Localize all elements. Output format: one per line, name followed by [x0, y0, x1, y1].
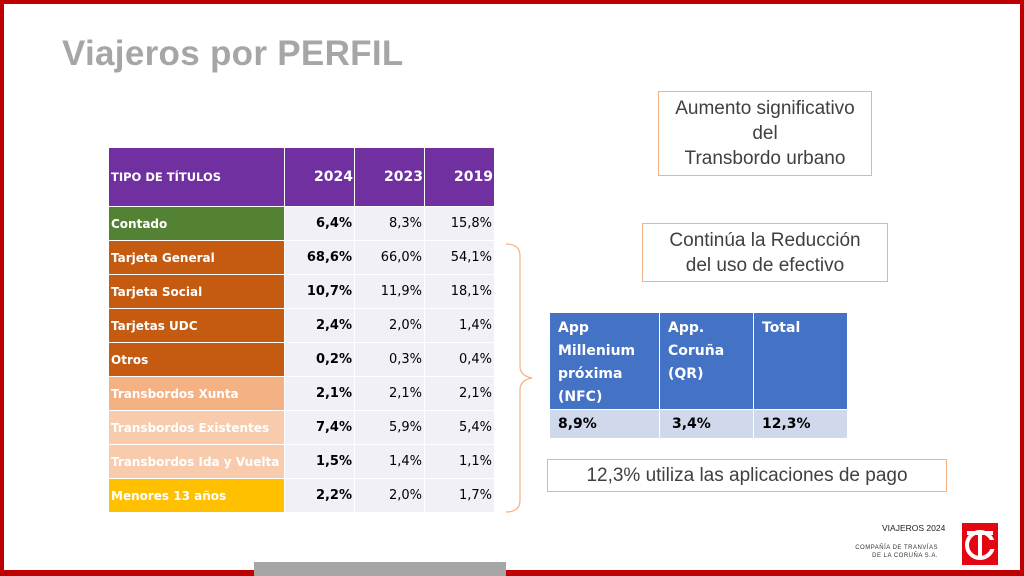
- callout-transbordo-line-3: Transbordo urbano: [684, 148, 846, 169]
- cell-v2023: 2,0%: [354, 308, 425, 343]
- cell-v2019: 1,7%: [424, 478, 495, 513]
- table-row: Tarjetas UDC 2,4% 2,0% 1,4%: [108, 308, 495, 343]
- app-header-coruna-l1: App.: [668, 320, 705, 336]
- profile-table: TIPO DE TÍTULOS 2024 2023 2019 Contado 6,…: [108, 147, 495, 513]
- cell-v2023: 0,3%: [354, 342, 425, 377]
- cell-v2019: 0,4%: [424, 342, 495, 377]
- app-header-row: App Millenium próxima (NFC) App. Coruña …: [549, 312, 848, 410]
- table-row: Contado 6,4% 8,3% 15,8%: [108, 206, 495, 241]
- cell-v2019: 1,4%: [424, 308, 495, 343]
- cell-v2024: 2,1%: [284, 376, 355, 411]
- app-header-millenium-l4: (NFC): [558, 389, 603, 405]
- app-value-total: 12,3%: [753, 409, 848, 439]
- callout-efectivo-line-2: del uso de efectivo: [685, 255, 845, 276]
- cell-v2019: 18,1%: [424, 274, 495, 309]
- cell-v2019: 54,1%: [424, 240, 495, 275]
- callout-transbordo-line-2: del: [752, 123, 778, 144]
- cell-v2019: 15,8%: [424, 206, 495, 241]
- app-header-millenium-l2: Millenium: [558, 343, 636, 359]
- app-value-row: 8,9% 3,4% 12,3%: [549, 409, 848, 439]
- callout-transbordo: Aumento significativo del Transbordo urb…: [658, 91, 872, 176]
- cell-v2019: 2,1%: [424, 376, 495, 411]
- cell-v2024: 2,4%: [284, 308, 355, 343]
- header-2024: 2024: [284, 147, 355, 207]
- table-row: Transbordos Existentes 7,4% 5,9% 5,4%: [108, 410, 495, 445]
- table-row: Tarjeta Social 10,7% 11,9% 18,1%: [108, 274, 495, 309]
- row-label: Transbordos Ida y Vuelta: [108, 444, 285, 479]
- brace-bracket: [505, 243, 533, 513]
- table-row: Transbordos Xunta 2,1% 2,1% 2,1%: [108, 376, 495, 411]
- cell-v2023: 8,3%: [354, 206, 425, 241]
- row-label: Tarjeta Social: [108, 274, 285, 309]
- app-header-millenium-l1: App: [558, 320, 589, 336]
- header-2019: 2019: [424, 147, 495, 207]
- bottom-bar-red-left: [4, 570, 254, 576]
- header-tipo: TIPO DE TÍTULOS: [108, 147, 285, 207]
- cell-v2024: 68,6%: [284, 240, 355, 275]
- row-label: Contado: [108, 206, 285, 241]
- cell-v2024: 6,4%: [284, 206, 355, 241]
- cell-v2023: 1,4%: [354, 444, 425, 479]
- row-label: Tarjeta General: [108, 240, 285, 275]
- app-header-millenium-l3: próxima: [558, 366, 623, 382]
- cell-v2024: 10,7%: [284, 274, 355, 309]
- table-row: Tarjeta General 68,6% 66,0% 54,1%: [108, 240, 495, 275]
- app-header-total: Total: [753, 312, 848, 410]
- app-header-coruna: App. Coruña (QR): [659, 312, 754, 410]
- callout-efectivo: Continúa la Reducción del uso de efectiv…: [642, 223, 888, 282]
- cell-v2023: 2,0%: [354, 478, 425, 513]
- cell-v2024: 2,2%: [284, 478, 355, 513]
- cell-v2023: 2,1%: [354, 376, 425, 411]
- app-value-coruna: 3,4%: [659, 409, 754, 439]
- cell-v2019: 5,4%: [424, 410, 495, 445]
- row-label: Tarjetas UDC: [108, 308, 285, 343]
- cell-v2023: 5,9%: [354, 410, 425, 445]
- cell-v2023: 66,0%: [354, 240, 425, 275]
- callout-efectivo-line-1: Continúa la Reducción: [669, 230, 861, 251]
- table-row: Transbordos Ida y Vuelta 1,5% 1,4% 1,1%: [108, 444, 495, 479]
- row-label: Transbordos Xunta: [108, 376, 285, 411]
- row-label: Transbordos Existentes: [108, 410, 285, 445]
- cell-v2024: 7,4%: [284, 410, 355, 445]
- footer-company-line-2: DE LA CORUÑA S.A.: [872, 553, 938, 559]
- callout-aplicaciones: 12,3% utiliza las aplicaciones de pago: [547, 459, 947, 492]
- cell-v2023: 11,9%: [354, 274, 425, 309]
- footer-company-line-1: COMPAÑÍA DE TRANVÍAS: [855, 545, 938, 551]
- cell-v2024: 0,2%: [284, 342, 355, 377]
- app-payment-table: App Millenium próxima (NFC) App. Coruña …: [549, 312, 848, 439]
- table-row: Otros 0,2% 0,3% 0,4%: [108, 342, 495, 377]
- cell-v2024: 1,5%: [284, 444, 355, 479]
- bottom-bar-red-right: [506, 570, 1024, 576]
- table-row: Menores 13 años 2,2% 2,0% 1,7%: [108, 478, 495, 513]
- row-label: Otros: [108, 342, 285, 377]
- app-value-millenium: 8,9%: [549, 409, 660, 439]
- row-label: Menores 13 años: [108, 478, 285, 513]
- slide-title: Viajeros por PERFIL: [62, 34, 404, 73]
- footer-title: VIAJEROS 2024: [882, 523, 946, 533]
- bottom-bar-gray: [254, 562, 506, 576]
- cell-v2019: 1,1%: [424, 444, 495, 479]
- callout-transbordo-line-1: Aumento significativo: [675, 98, 855, 119]
- app-header-millenium: App Millenium próxima (NFC): [549, 312, 660, 410]
- table-header-row: TIPO DE TÍTULOS 2024 2023 2019: [108, 147, 495, 207]
- app-header-total-l1: Total: [762, 320, 801, 336]
- footer-company: COMPAÑÍA DE TRANVÍAS DE LA CORUÑA S.A.: [855, 544, 938, 560]
- header-2023: 2023: [354, 147, 425, 207]
- app-header-coruna-l2: Coruña: [668, 343, 725, 359]
- company-logo-icon: [962, 523, 998, 565]
- app-header-coruna-l3: (QR): [668, 366, 704, 382]
